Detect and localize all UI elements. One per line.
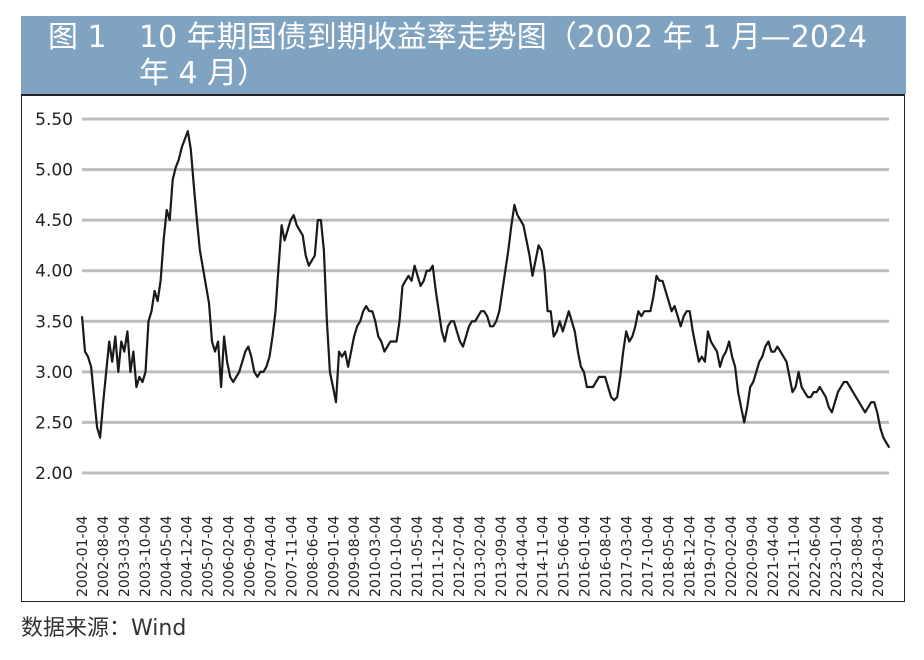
x-tick-label: 2023-01-04 — [829, 516, 845, 597]
x-tick-label: 2022-06-04 — [808, 516, 824, 597]
x-tick-label: 2004-05-04 — [159, 516, 175, 597]
x-tick-label: 2004-12-04 — [180, 516, 196, 597]
chart-frame — [21, 94, 905, 602]
x-tick-label: 2017-03-04 — [619, 516, 635, 597]
x-tick-label: 2014-04-04 — [515, 516, 531, 597]
x-tick-label: 2020-02-04 — [724, 516, 740, 597]
figure-header: 图 1 10 年期国债到期收益率走势图（2002 年 1 月—2024 年 4 … — [21, 16, 906, 94]
x-tick-label: 2014-11-04 — [536, 516, 552, 597]
x-tick-label: 2003-10-04 — [138, 516, 154, 597]
x-tick-label: 2007-04-04 — [263, 516, 279, 597]
x-tick-label: 2017-10-04 — [640, 516, 656, 597]
x-tick-label: 2009-08-04 — [347, 516, 363, 597]
x-tick-label: 2016-01-04 — [578, 516, 594, 597]
x-tick-label: 2015-06-04 — [557, 516, 573, 597]
y-tick-label: 5.50 — [35, 110, 73, 130]
x-axis-ticks: 2002-01-04 2002-08-04 2003-03-04 2003-10-04… — [75, 516, 887, 597]
y-tick-label: 2.50 — [35, 413, 73, 433]
x-tick-label: 2009-01-04 — [326, 516, 342, 597]
x-tick-label: 2021-11-04 — [787, 516, 803, 597]
x-tick-label: 2002-01-04 — [75, 516, 91, 597]
x-tick-label: 2024-03-04 — [871, 516, 887, 597]
x-tick-label: 2011-12-04 — [431, 516, 447, 597]
y-tick-label: 3.00 — [35, 363, 73, 383]
x-tick-label: 2010-03-04 — [368, 516, 384, 597]
y-axis-ticks: 5.50 5.00 4.50 4.00 3.50 3.00 2.50 2.00 — [35, 110, 73, 484]
chart-title: 10 年期国债到期收益率走势图（2002 年 1 月—2024 年 4 月） — [139, 20, 868, 91]
x-tick-label: 2003-03-04 — [117, 516, 133, 597]
x-tick-label: 2018-05-04 — [661, 516, 677, 597]
x-tick-label: 2016-08-04 — [599, 516, 615, 597]
y-tick-label: 5.00 — [35, 161, 73, 181]
y-tick-label: 4.50 — [35, 211, 73, 231]
data-source: 数据来源：Wind — [21, 616, 187, 641]
y-tick-label: 3.50 — [35, 312, 73, 332]
y-tick-label: 4.00 — [35, 262, 73, 282]
x-tick-label: 2013-02-04 — [473, 516, 489, 597]
x-tick-label: 2006-02-04 — [222, 516, 238, 597]
x-tick-label: 2005-07-04 — [201, 516, 217, 597]
x-tick-label: 2021-04-04 — [766, 516, 782, 597]
x-tick-label: 2018-12-04 — [682, 516, 698, 597]
gridlines — [82, 117, 889, 475]
figure-number: 图 1 — [48, 20, 107, 55]
x-tick-label: 2010-10-04 — [389, 516, 405, 597]
x-tick-label: 2020-09-04 — [745, 516, 761, 597]
x-tick-label: 2011-05-04 — [410, 516, 426, 597]
x-tick-label: 2006-09-04 — [243, 516, 259, 597]
x-tick-label: 2012-07-04 — [452, 516, 468, 597]
x-tick-label: 2007-11-04 — [284, 516, 300, 597]
series-line-10y-yield — [80, 130, 891, 449]
x-tick-label: 2013-09-04 — [494, 516, 510, 597]
x-tick-label: 2023-08-04 — [850, 516, 866, 597]
x-tick-label: 2008-06-04 — [305, 516, 321, 597]
y-tick-label: 2.00 — [35, 464, 73, 484]
x-tick-label: 2019-07-04 — [703, 516, 719, 597]
x-tick-label: 2002-08-04 — [96, 516, 112, 597]
